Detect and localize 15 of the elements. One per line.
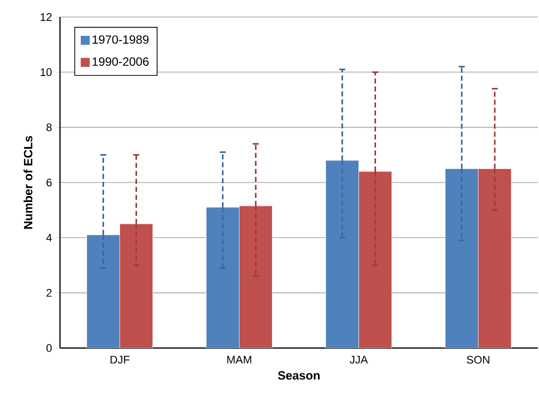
x-tick-label: MAM xyxy=(227,356,252,364)
legend-label: 1990-2006 xyxy=(92,57,149,66)
y-tick-label: 0 xyxy=(46,344,52,352)
x-axis-title: Season xyxy=(278,371,320,380)
x-tick-label: SON xyxy=(466,356,490,364)
legend-label: 1970-1989 xyxy=(92,35,149,44)
x-tick-label: DJF xyxy=(110,356,130,364)
y-tick-label: 2 xyxy=(46,288,52,297)
y-tick-label: 8 xyxy=(46,123,52,132)
y-tick-label: 12 xyxy=(40,13,52,21)
y-tick-label: 10 xyxy=(40,68,52,76)
y-axis-title: Number of ECLs xyxy=(24,136,32,229)
y-tick-label: 4 xyxy=(46,234,52,242)
y-tick-label: 6 xyxy=(46,178,52,186)
x-tick-label: JJA xyxy=(350,356,368,364)
